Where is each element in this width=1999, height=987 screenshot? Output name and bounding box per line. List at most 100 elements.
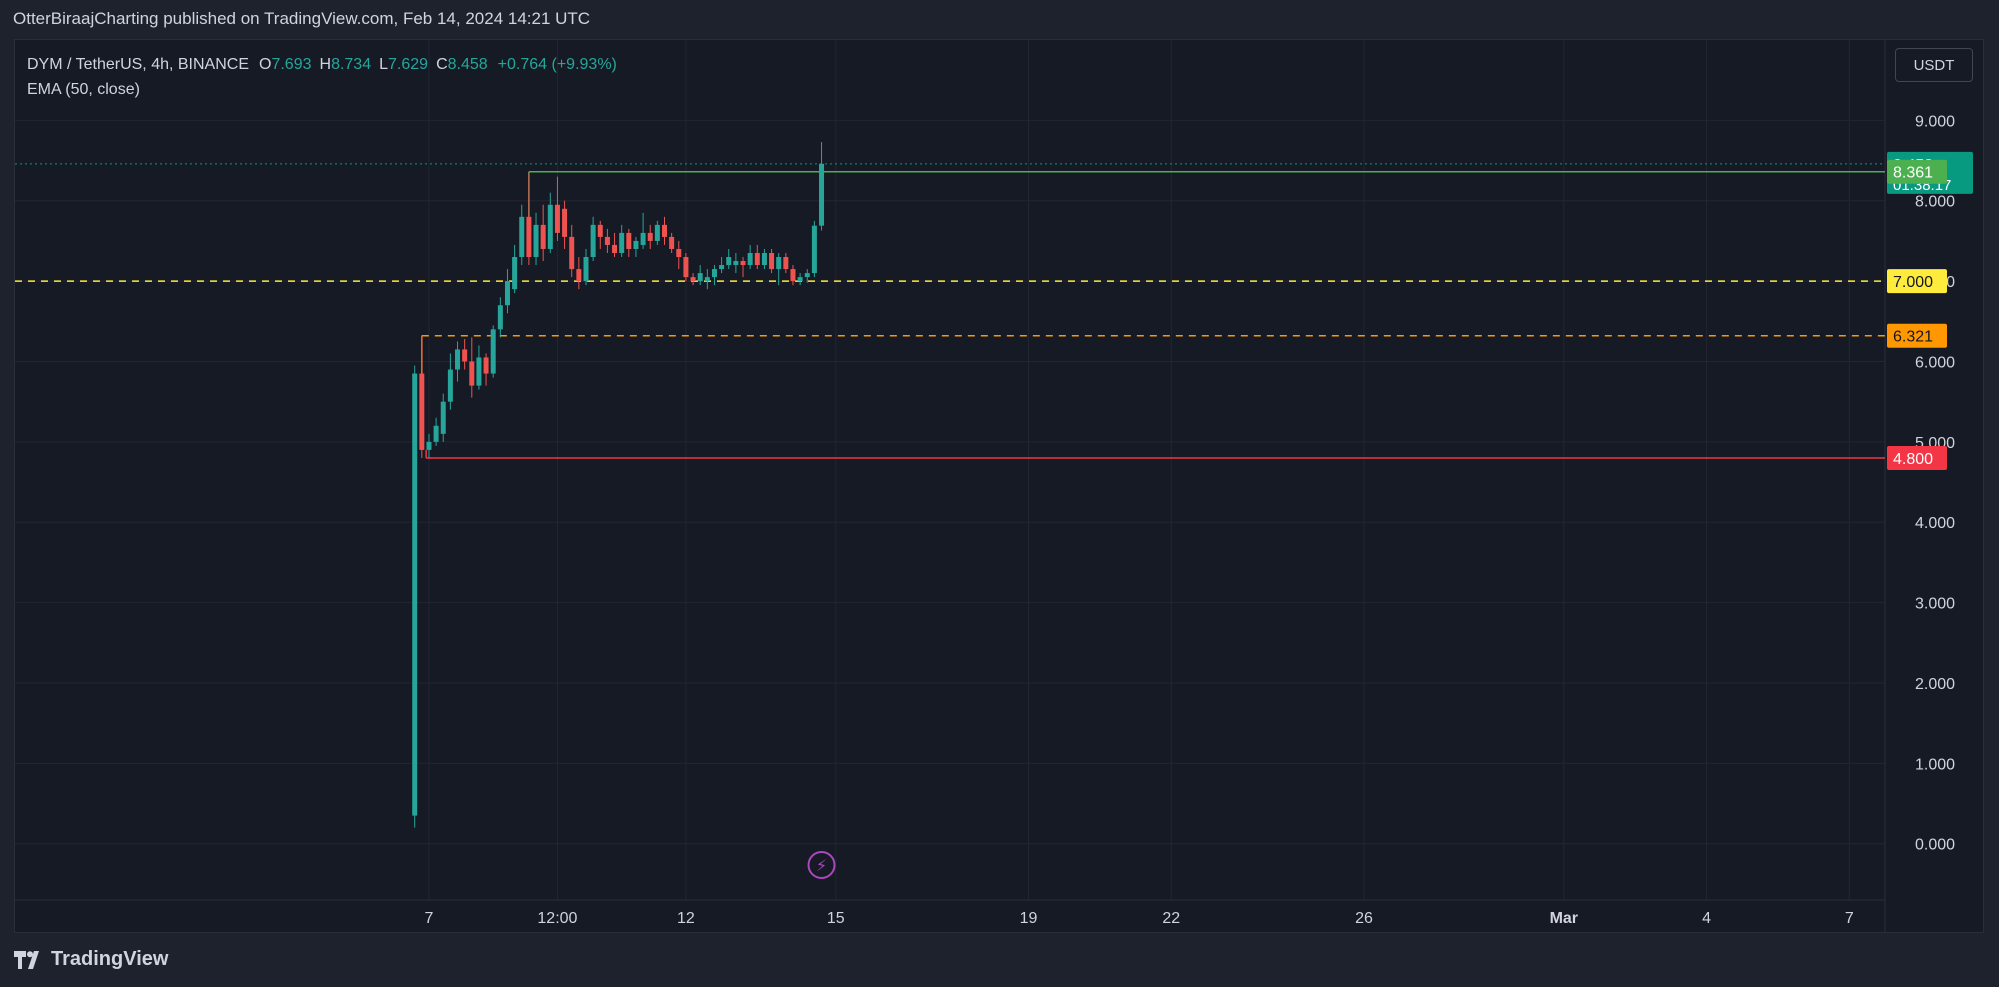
x-tick-label: 22	[1162, 910, 1180, 927]
candle-body	[462, 349, 468, 362]
candle-body	[554, 204, 560, 233]
publish-attribution: OtterBiraajCharting published on Trading…	[13, 9, 591, 28]
candle-body	[797, 277, 803, 282]
indicator-row[interactable]: EMA (50, close)	[27, 77, 617, 102]
chart-legend: DYM / TetherUS, 4h, BINANCE O 7.693 H 8.…	[27, 52, 617, 102]
candle-body	[512, 257, 518, 290]
price-label-bg-resistance-green	[1887, 159, 1947, 184]
candle-body	[583, 257, 589, 282]
y-tick-label: 2.000	[1915, 676, 1955, 693]
candle-body	[647, 232, 653, 241]
candle-body	[719, 265, 725, 270]
x-tick-label: Mar	[1550, 910, 1578, 927]
candle-body	[704, 277, 710, 282]
candle-body	[590, 224, 596, 258]
x-tick-label: 15	[827, 910, 845, 927]
low-label: L	[379, 56, 389, 73]
tradingview-brand: TradingView	[51, 948, 169, 970]
y-tick-label: 9.000	[1915, 113, 1955, 130]
candle-body	[519, 216, 525, 258]
candle-body	[726, 257, 732, 266]
x-tick-label: 19	[1020, 910, 1038, 927]
open-label: O	[259, 56, 272, 73]
low-value: 7.629	[388, 56, 429, 73]
symbol-info[interactable]: DYM / TetherUS, 4h, BINANCE	[27, 56, 249, 73]
high-label: H	[319, 56, 332, 73]
chart-pane[interactable]: 9.0008.0007.0006.0005.0004.0003.0002.000…	[14, 39, 1984, 933]
price-label-bg-level-orange	[1887, 323, 1947, 348]
candle-body	[604, 236, 610, 245]
candle-body	[761, 252, 767, 266]
candle-body	[754, 252, 760, 266]
x-tick-label: 4	[1702, 910, 1711, 927]
tradingview-logo[interactable]: TradingView	[14, 948, 168, 971]
high-value: 8.734	[331, 56, 372, 73]
candle-body	[690, 277, 696, 282]
y-tick-label: 8.000	[1915, 194, 1955, 211]
tradingview-logo-icon	[14, 950, 39, 969]
candle-body	[790, 269, 796, 282]
y-tick-label: 4.000	[1915, 515, 1955, 532]
x-tick-label: 7	[425, 910, 434, 927]
candle-body	[619, 232, 625, 253]
candle-body	[633, 240, 639, 249]
y-tick-label: 3.000	[1915, 596, 1955, 613]
candle-body	[497, 305, 503, 330]
candle-body	[533, 224, 539, 258]
candle-body	[711, 269, 717, 278]
price-chart[interactable]: 9.0008.0007.0006.0005.0004.0003.0002.000…	[15, 40, 1984, 933]
lightning-glyph: ⚡	[816, 856, 827, 875]
price-label-level-yellow: 7.000	[1893, 274, 1933, 291]
candle-body	[804, 273, 810, 278]
candle-body	[490, 329, 496, 374]
candle-body	[476, 357, 482, 386]
ohlc-row[interactable]: DYM / TetherUS, 4h, BINANCE O 7.693 H 8.…	[27, 52, 617, 77]
x-tick-label: 12:00	[537, 910, 577, 927]
candle-body	[783, 257, 789, 270]
candle-body	[654, 224, 660, 241]
candle-body	[597, 224, 603, 237]
indicator-label[interactable]: EMA (50, close)	[27, 81, 140, 98]
x-tick-label: 7	[1845, 910, 1854, 927]
candle-body	[569, 236, 575, 270]
price-label-support-red: 4.800	[1893, 451, 1933, 468]
candle-body	[547, 204, 553, 249]
candle-body	[576, 269, 582, 282]
candle-body	[426, 441, 432, 450]
y-tick-label: 1.000	[1915, 756, 1955, 773]
candle-body	[769, 252, 775, 270]
candle-body	[526, 216, 532, 258]
candle-body	[733, 261, 739, 266]
candle-body	[626, 232, 632, 249]
candle-body	[419, 373, 425, 450]
close-label: C	[436, 56, 448, 73]
candle-body	[455, 349, 461, 370]
event-lightning-icon[interactable]: ⚡	[807, 851, 836, 879]
candle-body	[811, 225, 817, 274]
close-value: 8.458	[447, 56, 488, 73]
price-label-bg-support-red	[1887, 445, 1947, 470]
candle-body	[640, 232, 646, 245]
price-label-resistance-green: 8.361	[1893, 165, 1933, 182]
candle-body	[776, 257, 782, 270]
candle-body	[447, 369, 453, 402]
currency-button[interactable]: USDT	[1895, 48, 1973, 82]
x-tick-label: 12	[677, 910, 695, 927]
candle-body	[697, 273, 703, 282]
candle-body	[540, 224, 546, 249]
candle-body	[412, 373, 418, 816]
y-tick-label: 0.000	[1915, 837, 1955, 854]
price-label-bg-level-yellow	[1887, 269, 1947, 294]
candle-body	[440, 401, 446, 434]
candle-body	[669, 236, 675, 249]
open-value: 7.693	[271, 56, 312, 73]
candle-body	[662, 224, 668, 237]
candle-body	[433, 425, 439, 442]
price-label-level-orange: 6.321	[1893, 329, 1933, 346]
candle-body	[469, 361, 475, 386]
event-icon-ring	[807, 851, 836, 879]
candle-body	[819, 163, 825, 226]
candle-body	[683, 257, 689, 278]
candle-body	[562, 208, 568, 237]
candle-body	[612, 244, 618, 253]
